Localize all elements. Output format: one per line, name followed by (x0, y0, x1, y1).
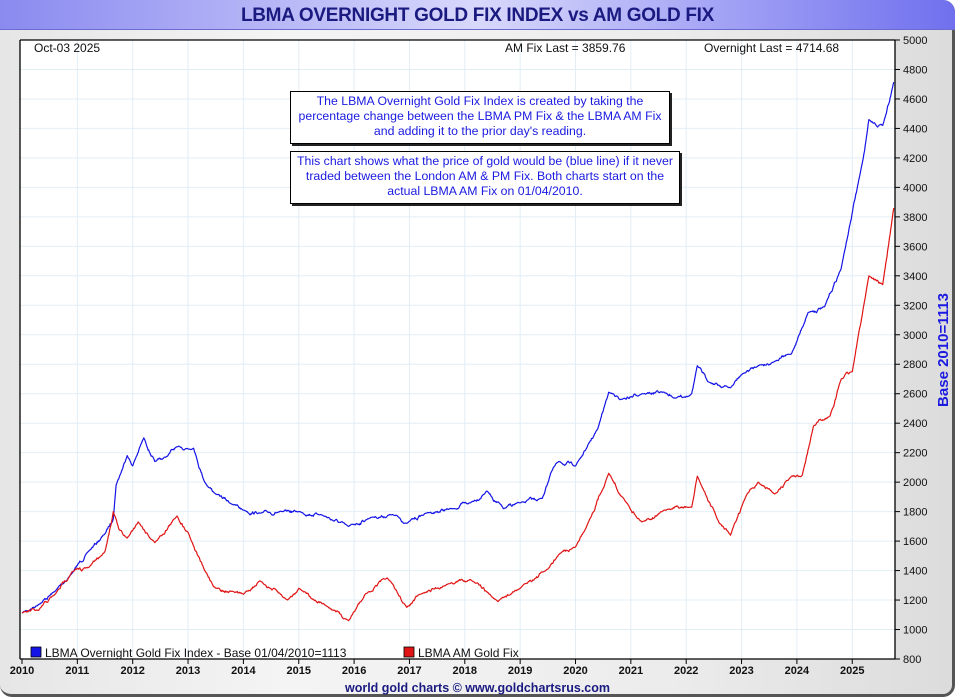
y-tick-label: 1800 (903, 507, 927, 519)
y-tick-label: 4800 (903, 64, 927, 76)
title-bar (0, 0, 955, 30)
x-tick-label: 2025 (840, 665, 864, 677)
legend-label-am-fix: LBMA AM Gold Fix (418, 646, 519, 660)
y-tick-label: 3400 (903, 271, 927, 283)
y-tick-label: 1400 (903, 566, 927, 578)
y-tick-label: 800 (903, 654, 921, 666)
x-tick-label: 2018 (453, 665, 477, 677)
x-tick-label: 2022 (674, 665, 698, 677)
y-tick-label: 2600 (903, 389, 927, 401)
series-group (21, 81, 895, 622)
y-tick-label: 4600 (903, 94, 927, 106)
legend-label-overnight: LBMA Overnight Gold Fix Index - Base 01/… (45, 646, 347, 660)
date-label: Oct-03 2025 (34, 41, 100, 55)
y-tick-label: 4400 (903, 123, 927, 135)
overnight-last-label: Overnight Last = 4714.68 (704, 41, 839, 55)
x-tick-label: 2011 (65, 665, 89, 677)
x-tick-label: 2014 (231, 665, 256, 677)
chart-title: LBMA OVERNIGHT GOLD FIX INDEX vs AM GOLD… (240, 5, 715, 26)
x-tick-label: 2012 (120, 665, 144, 677)
x-axis-ticks: 2010 2011 2012 2013 2014 2015 2016 2017 2018 2019… (10, 659, 864, 677)
y-tick-label: 5000 (903, 35, 927, 47)
y-tick-label: 1600 (903, 536, 927, 548)
x-tick-label: 2024 (785, 665, 810, 677)
y-tick-label: 2400 (903, 418, 927, 430)
info-note-index-definition: The LBMA Overnight Gold Fix Index is cre… (290, 91, 670, 144)
y-tick-label: 2800 (903, 359, 927, 371)
y-tick-label: 2200 (903, 448, 927, 460)
x-tick-label: 2023 (729, 665, 753, 677)
y-axis-label: Base 2010=1113 (935, 293, 952, 407)
y-tick-label: 4000 (903, 182, 927, 194)
y-axis-ticks: 800 1000 1200 1400 1600 1800 2000 2200 2400 2600 2… (895, 35, 927, 666)
y-tick-label: 4200 (903, 153, 927, 165)
x-tick-label: 2019 (508, 665, 532, 677)
y-tick-label: 2000 (903, 477, 927, 489)
y-tick-label: 3000 (903, 330, 927, 342)
x-tick-label: 2017 (397, 665, 421, 677)
y-tick-label: 3200 (903, 300, 927, 312)
y-tick-label: 1000 (903, 625, 927, 637)
legend-swatch-am-fix (403, 646, 415, 658)
series-line-overnight-index (21, 81, 895, 614)
y-tick-label: 3800 (903, 212, 927, 224)
am-fix-last-label: AM Fix Last = 3859.76 (505, 41, 626, 55)
x-tick-label: 2013 (176, 665, 200, 677)
series-line-am-fix (21, 207, 895, 622)
footer-credit: world gold charts © www.goldchartsrus.co… (344, 681, 611, 695)
y-tick-label: 3600 (903, 241, 927, 253)
x-tick-label: 2021 (619, 665, 643, 677)
x-tick-label: 2010 (10, 665, 34, 677)
y-tick-label: 1200 (903, 595, 927, 607)
legend: LBMA Overnight Gold Fix Index - Base 01/… (30, 646, 519, 660)
x-tick-label: 2015 (287, 665, 311, 677)
x-tick-label: 2016 (342, 665, 366, 677)
x-tick-label: 2020 (563, 665, 587, 677)
info-note-chart-explanation: This chart shows what the price of gold … (290, 151, 680, 204)
legend-swatch-overnight (30, 646, 42, 658)
